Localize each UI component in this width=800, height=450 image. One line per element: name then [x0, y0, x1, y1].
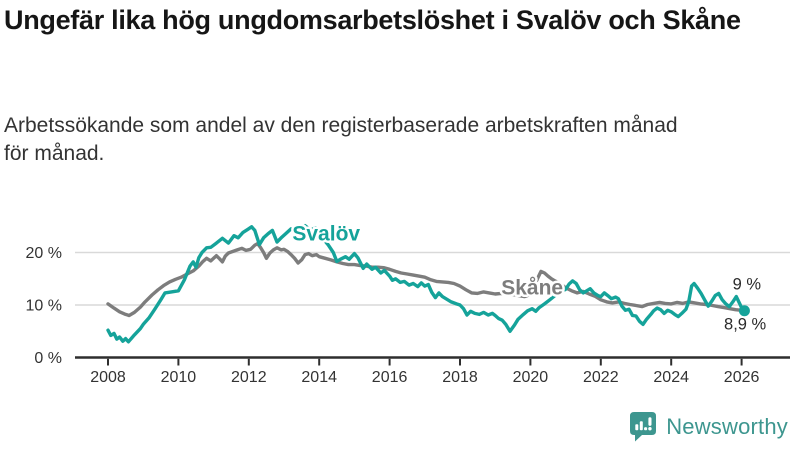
series-label-svalov: Svalöv	[292, 222, 360, 245]
newsworthy-logo-icon	[630, 412, 657, 442]
x-axis-tick-label: 2026	[724, 369, 760, 386]
x-axis-tick-label: 2014	[301, 369, 337, 386]
brand-footer: Newsworthy	[629, 410, 788, 444]
y-axis-tick-label: 10 %	[26, 298, 62, 315]
x-axis-tick-label: 2022	[583, 369, 619, 386]
x-axis-tick-label: 2018	[442, 369, 478, 386]
x-axis-tick-label: 2016	[372, 369, 408, 386]
series-label-skane: Skåne	[501, 277, 563, 300]
chart-title: Ungefär lika hög ungdomsarbetslöshet i S…	[4, 5, 741, 35]
x-axis-tick-label: 2008	[90, 369, 126, 386]
brand-name: Newsworthy	[666, 414, 788, 439]
x-axis-tick-label: 2024	[653, 369, 689, 386]
end-value-label-skane: 9 %	[733, 275, 762, 293]
chart-subtitle: Arbetssökande som andel av den registerb…	[4, 114, 678, 165]
x-axis-tick-label: 2010	[161, 369, 197, 386]
series-end-dot-svalov	[738, 305, 750, 317]
y-axis-tick-label: 20 %	[26, 245, 62, 262]
y-axis-tick-label: 0 %	[34, 350, 62, 367]
series-line-skane	[106, 241, 747, 318]
end-value-label-svalov: 8,9 %	[724, 316, 767, 334]
series-line-svalov	[106, 223, 747, 344]
x-axis-tick-label: 2020	[513, 369, 549, 386]
x-axis-tick-label: 2012	[231, 369, 267, 386]
